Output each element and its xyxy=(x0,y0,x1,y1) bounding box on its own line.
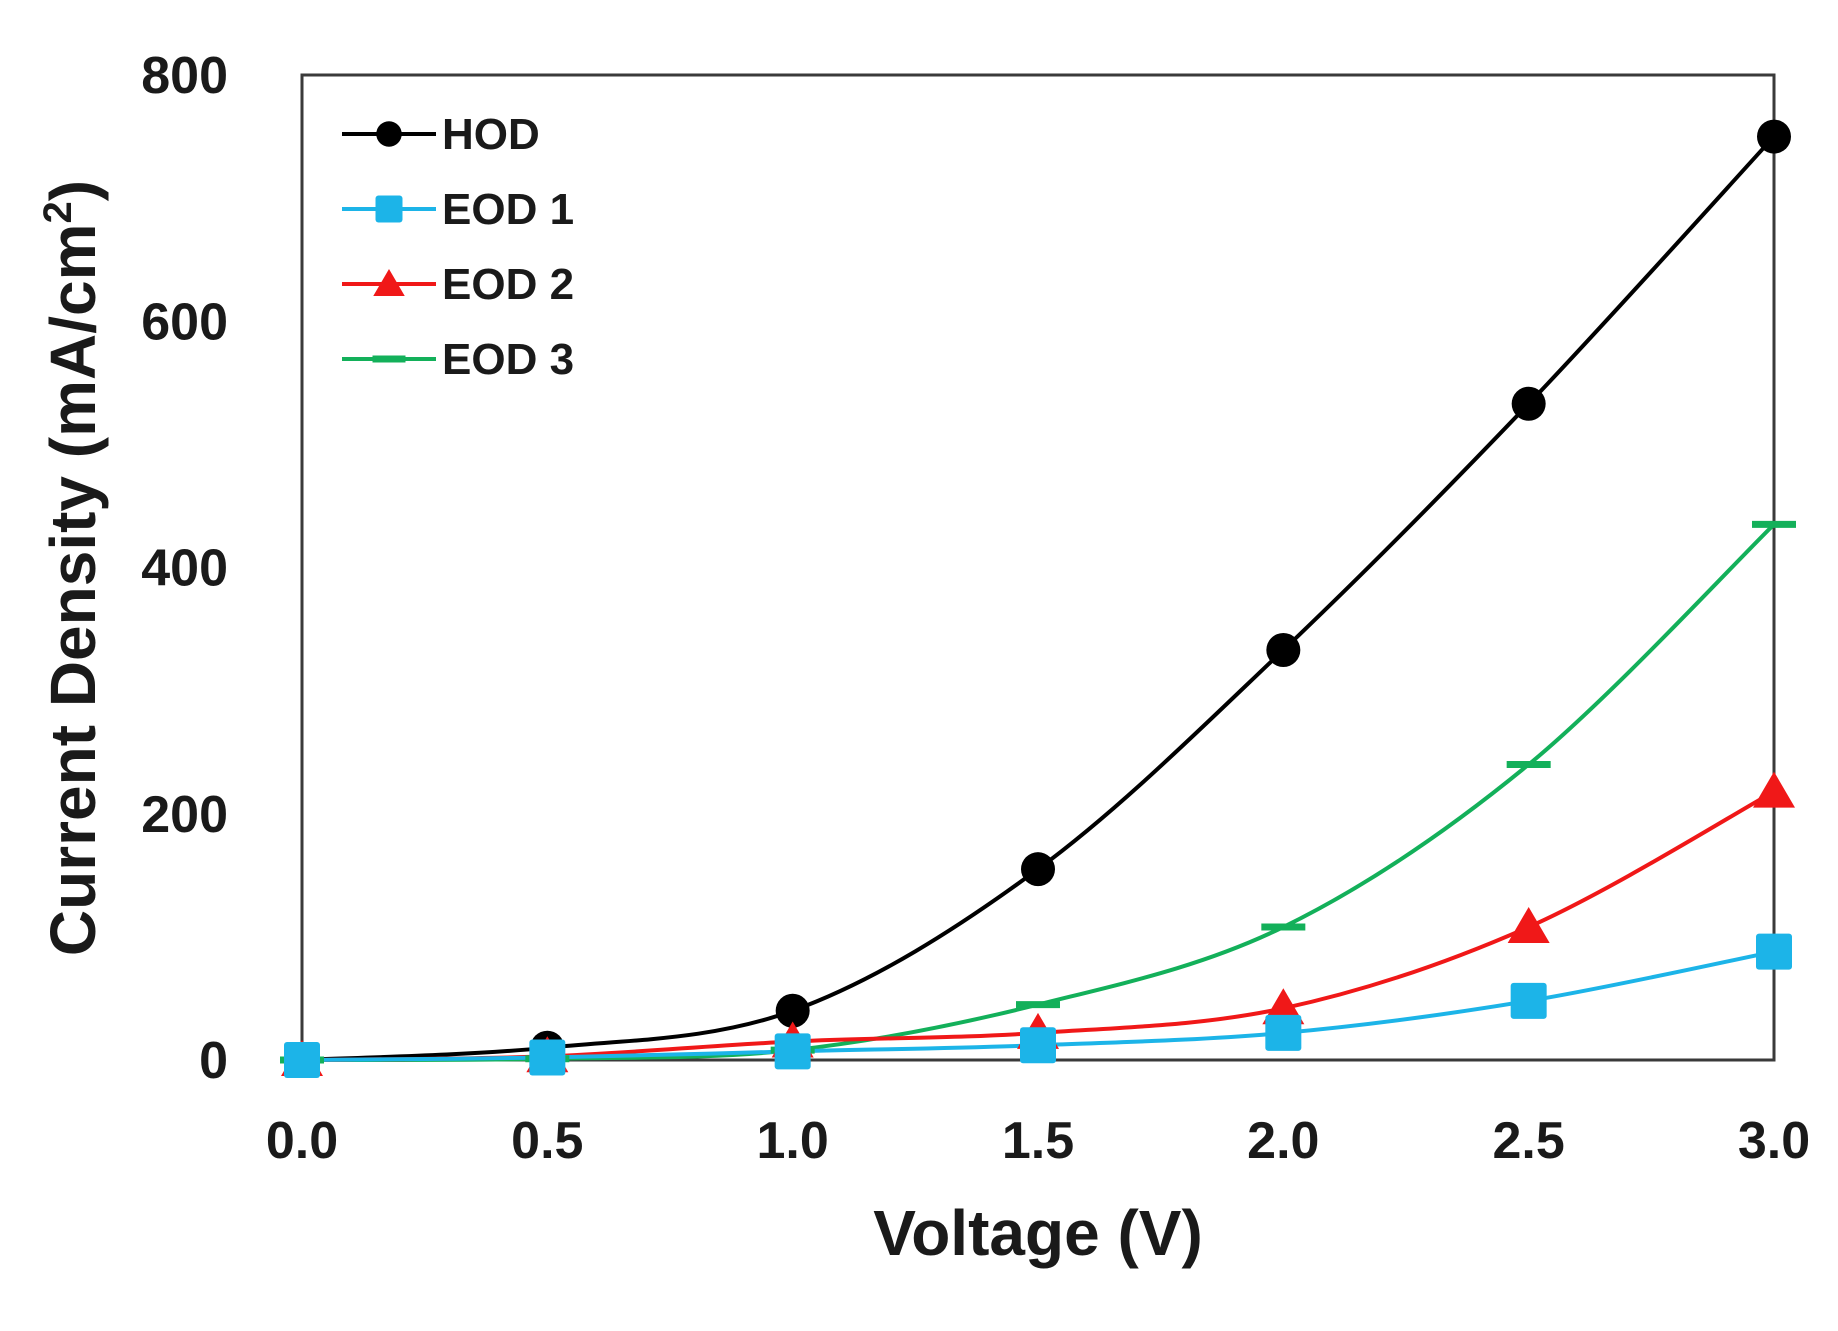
data-point-eod-1 xyxy=(284,1042,320,1078)
data-point-hod xyxy=(775,993,810,1028)
data-point-hod xyxy=(1511,386,1546,421)
data-point-eod-1 xyxy=(529,1039,566,1076)
x-tick-label: 3.0 xyxy=(1738,1112,1810,1170)
x-tick-label: 2.0 xyxy=(1247,1112,1319,1170)
x-tick-label: 1.5 xyxy=(1002,1112,1074,1170)
legend: HOD EOD 1 EOD 2 EOD 3 xyxy=(342,110,574,384)
legend-marker xyxy=(376,121,402,147)
y-axis-title-main: Current Density (mA/cm xyxy=(37,223,109,956)
x-axis-ticks: 0.0 0.5 1.0 1.5 2.0 2.5 3.0 xyxy=(266,1112,1810,1170)
data-point-hod xyxy=(1021,852,1055,887)
legend-label: EOD 1 xyxy=(442,185,574,234)
data-point-hod xyxy=(1757,119,1791,154)
y-axis-ticks: 0 200 400 600 800 xyxy=(141,47,228,1090)
y-tick-label: 0 xyxy=(199,1032,228,1090)
y-axis-title-close: ) xyxy=(37,180,109,201)
x-axis-title: Voltage (V) xyxy=(873,1197,1203,1269)
data-point-eod-1 xyxy=(1510,982,1547,1019)
y-tick-label: 400 xyxy=(141,540,228,598)
data-point-eod-1 xyxy=(1265,1014,1302,1051)
legend-marker xyxy=(375,195,403,223)
y-axis-title: Current Density (mA/cm2) xyxy=(36,180,109,956)
y-axis-title-superscript: 2 xyxy=(36,201,80,223)
legend-label: EOD 2 xyxy=(442,260,574,309)
data-point-eod-1 xyxy=(1756,933,1792,970)
series-line-eod-3 xyxy=(301,522,1776,1062)
x-tick-label: 0.5 xyxy=(511,1112,583,1170)
y-tick-label: 200 xyxy=(141,786,228,844)
legend-label: EOD 3 xyxy=(442,335,574,384)
data-point-eod-1 xyxy=(774,1033,811,1070)
x-tick-label: 1.0 xyxy=(757,1112,829,1170)
x-tick-label: 2.5 xyxy=(1493,1112,1565,1170)
data-point-eod-1 xyxy=(1020,1027,1056,1064)
data-point-hod xyxy=(1266,632,1301,667)
y-tick-label: 800 xyxy=(141,47,228,105)
marker-layer xyxy=(280,119,1796,1078)
legend-marker xyxy=(373,269,405,296)
data-point-eod-2 xyxy=(1507,907,1550,944)
y-tick-label: 600 xyxy=(141,293,228,351)
data-point-eod-2 xyxy=(1753,771,1795,808)
legend-label: HOD xyxy=(442,110,540,159)
x-tick-label: 0.0 xyxy=(266,1112,338,1170)
